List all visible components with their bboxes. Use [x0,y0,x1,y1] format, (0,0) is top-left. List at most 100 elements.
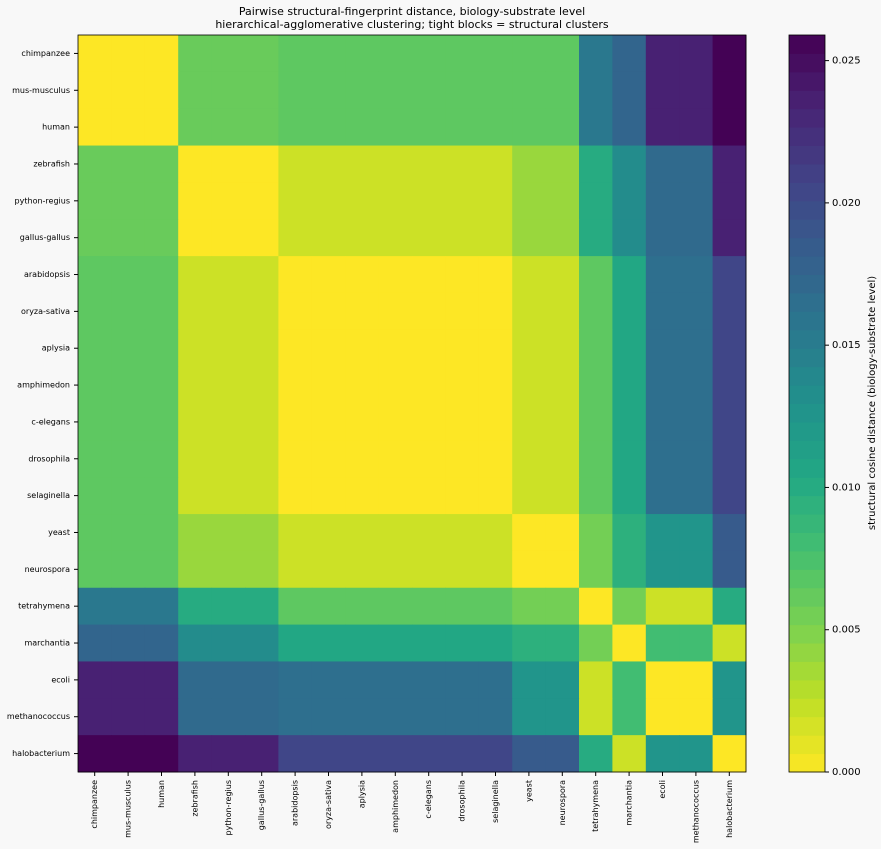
heat-cell [311,182,346,220]
heat-cell [378,587,413,626]
heat-cell [345,35,380,73]
heat-cell [645,661,680,699]
heat-cell [512,182,547,220]
heat-cell [378,182,413,220]
colorbar-band [789,606,825,626]
heat-cell [612,550,647,589]
heat-cell [412,514,446,552]
heat-cell [378,35,413,73]
heat-cell [412,587,446,626]
heat-cell [579,550,613,589]
heat-cell [178,440,213,478]
heat-cell [679,35,714,73]
heat-cell [512,624,547,662]
heat-cell [412,698,446,736]
heat-cell [612,256,647,294]
heat-cell [412,477,446,515]
heat-cell [278,145,313,183]
heat-cell [178,587,213,626]
heat-cell [512,329,547,368]
heat-cell [712,292,747,331]
colorbar-band [789,716,825,736]
colorbar-band [789,274,825,294]
x-tick-label: zebrafish [190,780,199,817]
heat-cell [579,256,613,294]
heat-cell [144,403,179,441]
heat-cell [111,256,146,294]
heat-cell [579,440,613,478]
heat-cell [445,403,480,441]
heat-cell [178,477,213,515]
heat-cell [178,550,213,589]
y-tick-label: selaginella [27,491,70,500]
colorbar-band [789,182,825,202]
x-tick-label: mus-musculus [124,780,133,838]
heat-cell [545,145,580,183]
heat-cell [478,514,513,552]
heat-cell [579,698,613,736]
heat-cell [78,366,112,404]
heat-cell [245,735,279,773]
heat-cell [545,292,580,331]
heat-cell [445,624,480,662]
heat-cell [478,403,513,441]
heat-cell [445,661,480,699]
heat-cell [645,108,680,147]
heat-cell [345,735,380,773]
heat-cell [178,735,213,773]
heat-cell [278,514,313,552]
heat-cell [211,550,246,589]
y-tick-label: oryza-sativa [21,307,70,316]
heat-cell [144,108,179,147]
y-tick-label: marchantia [24,639,70,648]
colorbar-tick-label: 0.020 [832,198,861,209]
heat-cell [545,440,580,478]
heat-cell [211,71,246,110]
heat-cell [412,219,446,257]
colorbar-band [789,53,825,73]
colorbar-band [789,71,825,91]
heat-cell [311,35,346,73]
heat-cell [378,514,413,552]
heat-cell [345,145,380,183]
y-tick-label: mus-musculus [12,86,70,95]
heat-cell [78,219,112,257]
heat-cell [378,403,413,441]
y-tick-label: gallus-gallus [20,233,70,242]
heat-cell [445,292,480,331]
heat-cell [178,661,213,699]
heat-cell [412,624,446,662]
colorbar-band [789,145,825,165]
heat-cell [245,698,279,736]
heat-cell [111,71,146,110]
heat-cell [512,292,547,331]
heat-cell [712,182,747,220]
x-tick-label: arabidopsis [291,780,300,826]
heat-cell [478,587,513,626]
heat-cell [445,477,480,515]
heat-cell [178,108,213,147]
heat-cell [211,661,246,699]
heat-cell [645,71,680,110]
heat-cell [278,71,313,110]
heat-cell [345,550,380,589]
y-tick-label: chimpanzee [21,49,70,58]
heat-cell [645,514,680,552]
heat-cell [612,698,647,736]
heat-cell [645,440,680,478]
heat-cell [78,403,112,441]
x-tick-label: drosophila [458,780,467,822]
heat-cell [245,587,279,626]
heat-cell [512,661,547,699]
colorbar-band [789,495,825,515]
heat-cell [144,71,179,110]
x-tick-label: amphimedon [391,780,400,833]
heat-cell [445,329,480,368]
heat-cell [679,292,714,331]
heat-cell [211,477,246,515]
heat-cell [111,145,146,183]
heat-cell [545,698,580,736]
colorbar-label: structural cosine distance (biology-subs… [867,276,878,530]
heat-cell [412,440,446,478]
heat-cell [345,71,380,110]
